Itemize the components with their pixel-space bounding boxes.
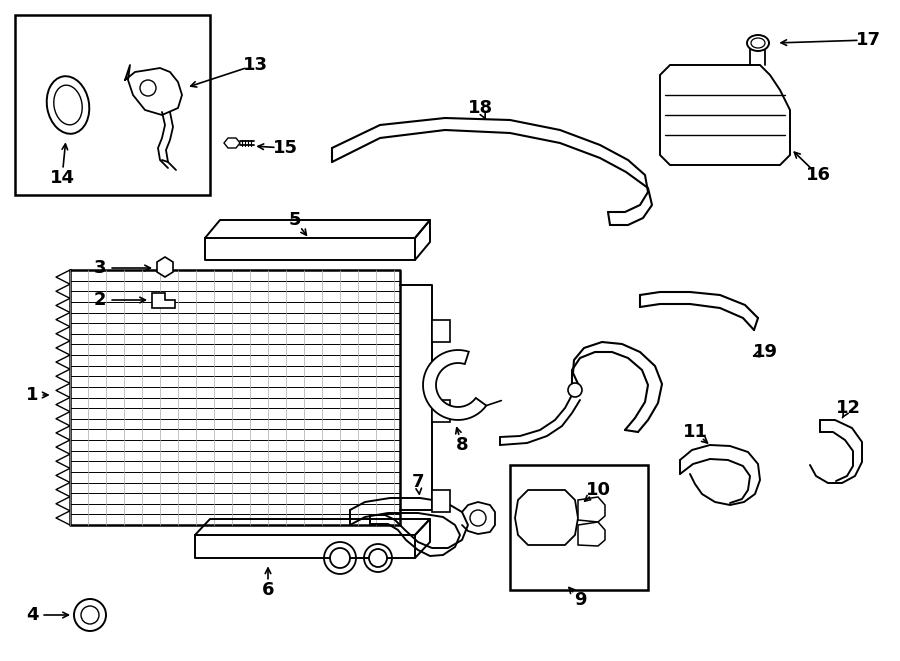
Text: 17: 17	[856, 31, 880, 49]
Bar	[510, 465, 648, 590]
Text: 16: 16	[806, 166, 831, 184]
Text: 9: 9	[574, 591, 586, 609]
Text: 12: 12	[835, 399, 860, 417]
Text: 3: 3	[94, 259, 106, 277]
Polygon shape	[578, 522, 605, 546]
Polygon shape	[224, 138, 240, 148]
Circle shape	[568, 383, 582, 397]
Polygon shape	[578, 497, 605, 522]
Text: 2: 2	[94, 291, 106, 309]
Text: 19: 19	[752, 343, 778, 361]
Circle shape	[330, 548, 350, 568]
Polygon shape	[660, 65, 790, 165]
Text: 1: 1	[26, 386, 38, 404]
Bar	[15, 15, 210, 195]
Text: 4: 4	[26, 606, 38, 624]
Text: 11: 11	[682, 423, 707, 441]
Text: 5: 5	[289, 211, 302, 229]
Text: 14: 14	[50, 169, 75, 187]
Polygon shape	[423, 350, 486, 420]
Bar	[432, 490, 450, 512]
Polygon shape	[157, 257, 173, 277]
Text: 18: 18	[467, 99, 492, 117]
Ellipse shape	[747, 35, 769, 51]
Polygon shape	[515, 490, 578, 545]
Text: 6: 6	[262, 581, 274, 599]
Text: 15: 15	[273, 139, 298, 157]
Text: 13: 13	[242, 56, 267, 74]
Bar	[432, 320, 450, 342]
Polygon shape	[152, 293, 175, 308]
Text: 10: 10	[586, 481, 610, 499]
Text: 8: 8	[455, 436, 468, 454]
Circle shape	[369, 549, 387, 567]
Circle shape	[74, 599, 106, 631]
Bar	[432, 400, 450, 422]
Text: 7: 7	[412, 473, 424, 491]
